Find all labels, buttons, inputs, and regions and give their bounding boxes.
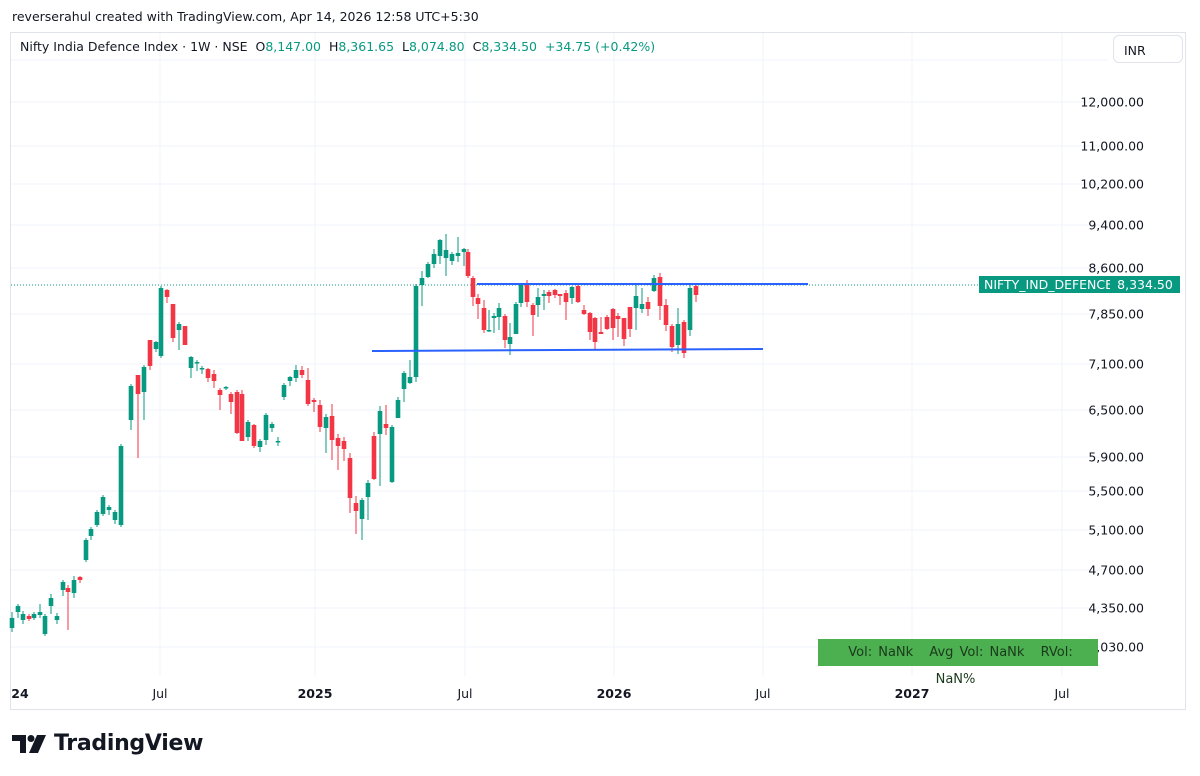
time-tick-label: Jul xyxy=(152,686,168,701)
open-value: 8,147.00 xyxy=(265,39,322,54)
price-tick-label: 4,030.00 xyxy=(1088,639,1144,655)
currency-selector[interactable]: INR xyxy=(1113,35,1183,63)
volume-info-box: Vol: NaNk Avg Vol: NaNk RVol: NaN% xyxy=(818,639,1098,687)
rvol-value: RVol: NaN% xyxy=(935,645,1073,687)
series-name-tag: NIFTY_IND_DEFENCE xyxy=(979,276,1119,293)
chart-frame xyxy=(10,32,1186,710)
price-tick-label: 6,500.00 xyxy=(1088,402,1144,418)
credit-line: reverserahul created with TradingView.co… xyxy=(12,9,479,24)
close-value: 8,334.50 xyxy=(481,39,537,54)
time-tick-label: 24 xyxy=(11,686,29,701)
price-tick-label: 9,400.00 xyxy=(1088,217,1144,233)
grid-lines xyxy=(11,33,1108,676)
trendlines[interactable] xyxy=(371,283,808,352)
price-tick-label: 7,100.00 xyxy=(1088,356,1144,372)
price-tick-label: 5,100.00 xyxy=(1088,522,1144,538)
time-tick-label: Jul xyxy=(457,686,473,701)
symbol-legend: Nifty India Defence Index · 1W · NSE O8,… xyxy=(20,39,656,54)
candlesticks xyxy=(9,234,699,636)
tradingview-logo-text: TradingView xyxy=(54,731,204,756)
avg-vol-value: Avg Vol: NaNk xyxy=(929,645,1025,660)
tradingview-logo[interactable]: TradingView xyxy=(12,731,203,756)
price-tick-label: 7,850.00 xyxy=(1088,306,1144,322)
time-tick-label: 2025 xyxy=(297,686,333,701)
high-value: 8,361.65 xyxy=(338,39,395,54)
time-tick-label: Jul xyxy=(1054,686,1070,701)
change-value: +34.75 (+0.42%) xyxy=(544,39,656,54)
support-trendline[interactable] xyxy=(371,348,764,352)
price-tick-label: 8,600.00 xyxy=(1088,260,1144,276)
price-tick-label: 4,350.00 xyxy=(1088,600,1144,616)
price-tick-label: 4,700.00 xyxy=(1088,562,1144,578)
price-tick-label: 12,000.00 xyxy=(1080,94,1144,110)
price-tick-label: 10,200.00 xyxy=(1080,176,1144,192)
time-tick-label: 2026 xyxy=(596,686,632,701)
time-tick-label: 2027 xyxy=(894,686,930,701)
last-price-tag: 8,334.50 xyxy=(1110,276,1180,293)
time-tick-label: Jul xyxy=(755,686,771,701)
tradingview-logo-icon xyxy=(12,734,46,753)
low-value: 8,074.80 xyxy=(408,39,465,54)
price-tick-label: 11,000.00 xyxy=(1080,138,1144,154)
symbol-title: Nifty India Defence Index · 1W · NSE xyxy=(20,39,248,54)
vol-value: Vol: NaNk xyxy=(848,645,914,660)
price-tick-label: 5,900.00 xyxy=(1088,449,1144,465)
price-tick-label: 5,500.00 xyxy=(1088,483,1144,499)
